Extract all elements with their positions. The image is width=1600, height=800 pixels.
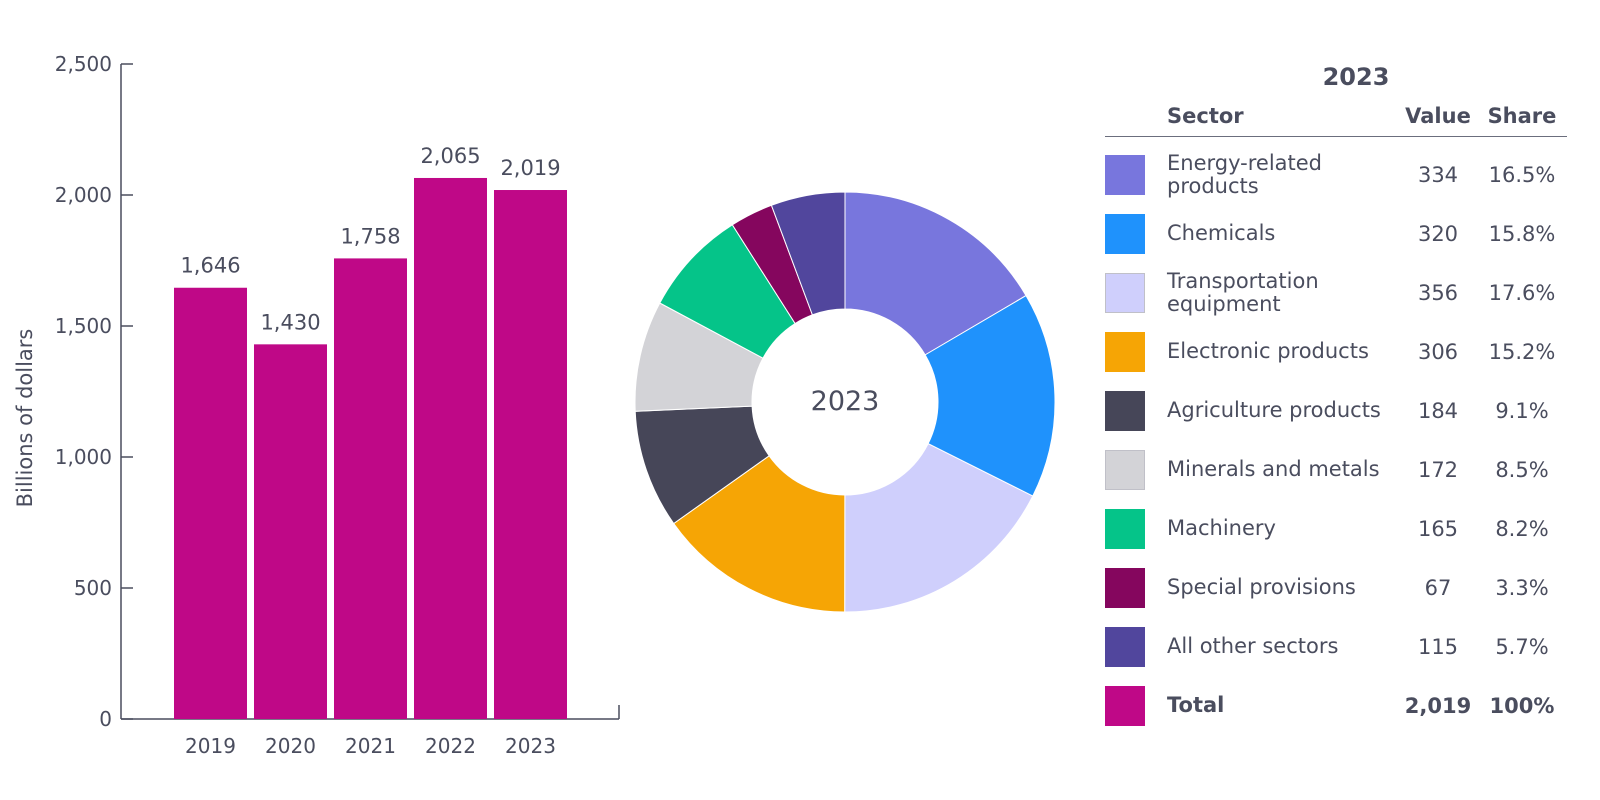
bar-chart: 0 500 1,000 1,500 2,000 2,500 1,646 1,430 1,758… xyxy=(13,52,620,758)
legend-swatch-total xyxy=(1105,685,1145,726)
sector-name: All other sectors xyxy=(1167,634,1339,658)
sector-value: 67 xyxy=(1424,575,1452,600)
legend-swatch xyxy=(1105,213,1145,254)
legend-swatch xyxy=(1105,626,1145,667)
sector-value: 356 xyxy=(1417,280,1459,305)
bar-value-label: 1,646 xyxy=(180,254,240,278)
donut-center-label: 2023 xyxy=(811,386,880,417)
sector-name: Machinery xyxy=(1167,516,1276,540)
bar-value-label: 1,430 xyxy=(260,310,320,334)
table-row: Machinery 165 8.2% xyxy=(1105,499,1567,558)
sector-value: 184 xyxy=(1417,398,1459,423)
sector-share: 15.8% xyxy=(1488,221,1556,246)
donut-slices xyxy=(634,191,1056,613)
x-tick-label: 2019 xyxy=(185,734,236,758)
table-row: Minerals and metals 172 8.5% xyxy=(1105,440,1567,499)
sector-value: 115 xyxy=(1417,634,1459,659)
sector-share: 8.5% xyxy=(1495,457,1549,482)
sector-share: 9.1% xyxy=(1495,398,1549,423)
sector-share: 17.6% xyxy=(1488,280,1556,305)
sector-share: 5.7% xyxy=(1495,634,1549,659)
x-tick-label: 2021 xyxy=(345,734,396,758)
table-body: Energy-related products 334 16.5% Chemicals… xyxy=(1105,145,1567,676)
y-tick-label: 1,000 xyxy=(55,445,112,469)
sector-name: Energy-related products xyxy=(1167,150,1323,198)
legend-swatch xyxy=(1105,449,1145,490)
bar-2021 xyxy=(334,258,407,719)
bar-value-label: 2,019 xyxy=(500,156,560,180)
legend-swatch xyxy=(1105,567,1145,608)
sector-name: Electronic products xyxy=(1167,339,1369,363)
x-tick-label: 2022 xyxy=(425,734,476,758)
y-tick-label: 2,000 xyxy=(55,183,112,207)
slice-electronic-products xyxy=(673,455,846,613)
legend-swatch xyxy=(1105,508,1145,549)
sector-name: Special provisions xyxy=(1167,575,1356,599)
bar-2019 xyxy=(174,287,247,719)
table-row: Energy-related products 334 16.5% xyxy=(1105,145,1567,204)
y-tick-label: 0 xyxy=(99,707,112,731)
sector-share: 3.3% xyxy=(1495,575,1549,600)
y-tick-label: 500 xyxy=(74,576,112,600)
table-row: Electronic products 306 15.2% xyxy=(1105,322,1567,381)
table-row: Special provisions 67 3.3% xyxy=(1105,558,1567,617)
legend-swatch xyxy=(1105,331,1145,372)
sector-name: Transportation equipment xyxy=(1167,268,1319,316)
y-axis-label: Billions of dollars xyxy=(13,329,37,508)
table-row: Chemicals 320 15.8% xyxy=(1105,204,1567,263)
header-sector: Sector xyxy=(1167,103,1244,128)
bar-2023 xyxy=(494,190,567,720)
donut-chart: 2023 xyxy=(634,191,1056,613)
sector-name: Chemicals xyxy=(1167,221,1276,245)
sector-name: Agriculture products xyxy=(1167,398,1381,422)
slice-all-other-sectors xyxy=(770,191,846,316)
sector-share: 16.5% xyxy=(1488,162,1556,187)
bar-2020 xyxy=(254,344,327,719)
slice-energy-related-products xyxy=(844,191,1027,356)
x-tick-label: 2023 xyxy=(505,734,556,758)
total-value: 2,019 xyxy=(1404,693,1472,718)
x-ticks: 2019 2020 2021 2022 2023 xyxy=(185,734,556,758)
table-row: Transportation equipment 356 17.6% xyxy=(1105,263,1567,322)
sector-value: 334 xyxy=(1417,162,1459,187)
sector-value: 165 xyxy=(1417,516,1459,541)
total-label: Total xyxy=(1167,693,1225,717)
sector-share: 15.2% xyxy=(1488,339,1556,364)
bar-value-label: 1,758 xyxy=(340,224,400,248)
table-header-row: Sector Value Share xyxy=(1105,96,1567,137)
x-tick-label: 2020 xyxy=(265,734,316,758)
sector-value: 306 xyxy=(1417,339,1459,364)
legend-swatch xyxy=(1105,272,1145,313)
y-tick-label: 1,500 xyxy=(55,314,112,338)
y-ticks: 0 500 1,000 1,500 2,000 2,500 xyxy=(55,52,133,731)
sector-value: 320 xyxy=(1417,221,1459,246)
header-share: Share xyxy=(1487,104,1557,128)
legend-swatch xyxy=(1105,154,1145,195)
legend-swatch xyxy=(1105,390,1145,431)
table-total-row: Total 2,019 100% xyxy=(1105,676,1567,735)
sector-name: Minerals and metals xyxy=(1167,457,1380,481)
table-row: Agriculture products 184 9.1% xyxy=(1105,381,1567,440)
total-share: 100% xyxy=(1489,693,1555,718)
slice-chemicals xyxy=(924,294,1056,497)
header-value: Value xyxy=(1405,104,1471,128)
bar-2022 xyxy=(414,177,487,720)
y-tick-label: 2,500 xyxy=(55,52,112,76)
table-row: All other sectors 115 5.7% xyxy=(1105,617,1567,676)
slice-transportation-equipment xyxy=(844,442,1034,613)
bar-value-label: 2,065 xyxy=(420,144,480,168)
bars: 1,646 1,430 1,758 2,065 2,019 xyxy=(174,144,567,720)
sector-value: 172 xyxy=(1417,457,1459,482)
sector-share: 8.2% xyxy=(1495,516,1549,541)
table-title: 2023 xyxy=(1322,63,1390,91)
sector-table: 2023 Sector Value Share Energy-related p… xyxy=(1105,58,1567,735)
